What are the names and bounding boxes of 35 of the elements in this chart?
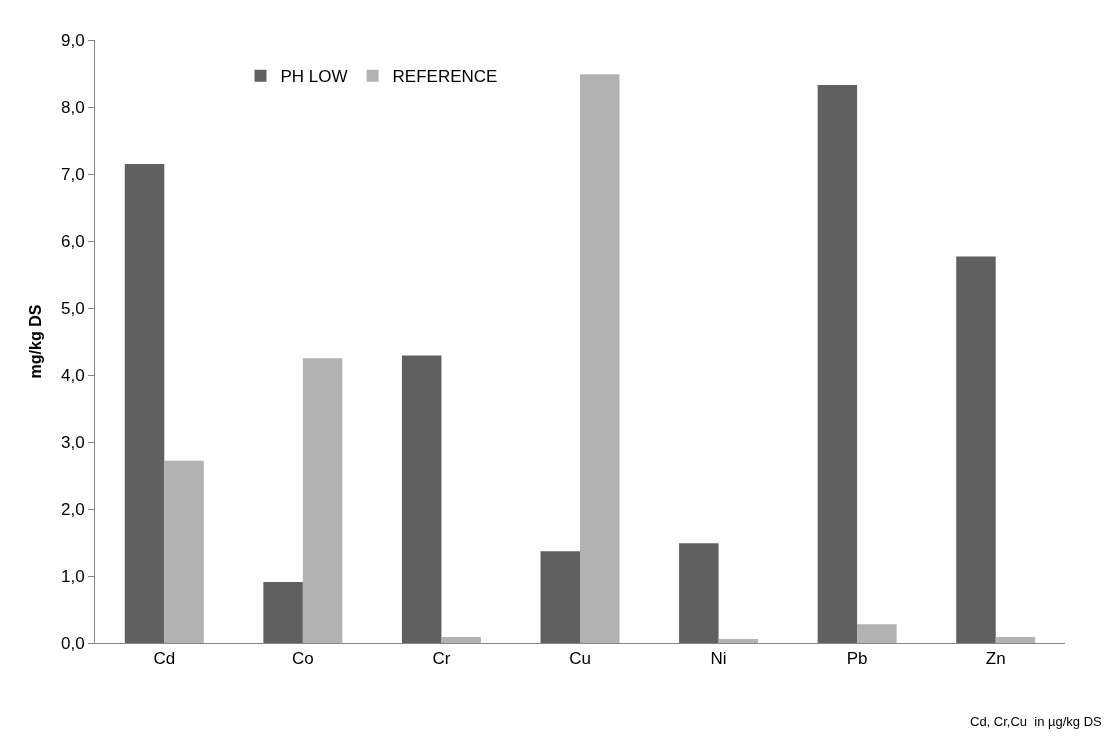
bar (679, 543, 719, 643)
bar (164, 460, 204, 643)
y-tick-label: 7,0 (60, 164, 85, 184)
bar (263, 582, 303, 643)
x-tick-label: Cu (569, 649, 591, 669)
y-tick-label: 1,0 (60, 566, 85, 586)
bar (124, 163, 165, 643)
legend-label: REFERENCE (392, 67, 498, 87)
x-tick-label: Pb (846, 649, 868, 669)
bar (302, 358, 343, 643)
x-tick-label: Ni (710, 649, 727, 669)
text: Cd, Cr,Cu in µg/kg DS (970, 714, 1103, 729)
y-axis-title: mg/kg DS (26, 304, 44, 379)
y-tick-label: 2,0 (60, 499, 85, 519)
legend-label: PH LOW (280, 67, 348, 87)
bar (580, 74, 620, 643)
bar (956, 256, 996, 643)
bar (718, 638, 759, 643)
x-tick-label: Co (291, 649, 314, 669)
x-tick-label: Cd (153, 649, 176, 669)
bar (540, 551, 580, 643)
y-tick-label: 6,0 (60, 231, 85, 251)
y-tick-label: 4,0 (60, 365, 85, 385)
y-tick-label: 8,0 (60, 97, 85, 117)
y-tick-label: 0,0 (60, 633, 85, 653)
bar (817, 84, 858, 643)
y-tick-label: 9,0 (60, 30, 85, 50)
y-tick-label: 5,0 (60, 298, 85, 318)
bar (857, 624, 897, 643)
y-tick-label: 3,0 (60, 432, 85, 452)
bar (401, 355, 442, 643)
bar (441, 636, 481, 643)
bar (995, 636, 1036, 643)
x-tick-label: Zn (985, 649, 1006, 669)
x-tick-label: Cr (432, 649, 451, 669)
